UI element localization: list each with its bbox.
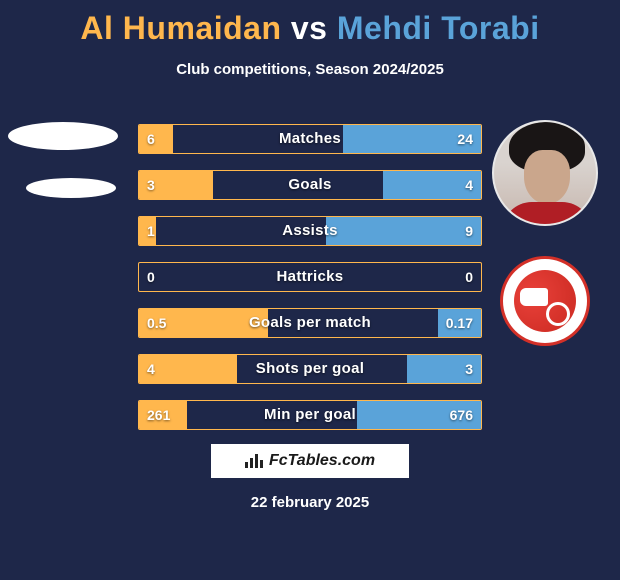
club-badge-icon [500, 256, 590, 346]
metric-row: 0.50.17Goals per match [138, 308, 482, 338]
page-title: Al Humaidan vs Mehdi Torabi [0, 0, 620, 47]
date-text: 22 february 2025 [0, 494, 620, 511]
vs-text: vs [291, 10, 328, 46]
metric-row: 261676Min per goal [138, 400, 482, 430]
metric-label: Min per goal [139, 401, 481, 429]
player2-name: Mehdi Torabi [337, 10, 540, 46]
metric-label: Hattricks [139, 263, 481, 291]
metric-row: 00Hattricks [138, 262, 482, 292]
metric-row: 43Shots per goal [138, 354, 482, 384]
player1-name: Al Humaidan [80, 10, 281, 46]
metric-row: 34Goals [138, 170, 482, 200]
player2-avatar [492, 120, 598, 226]
bars-icon [245, 454, 263, 468]
metric-label: Shots per goal [139, 355, 481, 383]
metric-label: Goals [139, 171, 481, 199]
player1-placeholder-icon [8, 122, 118, 198]
metric-label: Matches [139, 125, 481, 153]
metric-row: 624Matches [138, 124, 482, 154]
watermark-text: FcTables.com [269, 452, 375, 470]
metric-label: Assists [139, 217, 481, 245]
metric-label: Goals per match [139, 309, 481, 337]
subtitle: Club competitions, Season 2024/2025 [0, 61, 620, 78]
metric-row: 19Assists [138, 216, 482, 246]
watermark: FcTables.com [211, 444, 409, 478]
comparison-chart: 624Matches 34Goals 19Assists 00Hattricks 0.5… [138, 124, 482, 446]
